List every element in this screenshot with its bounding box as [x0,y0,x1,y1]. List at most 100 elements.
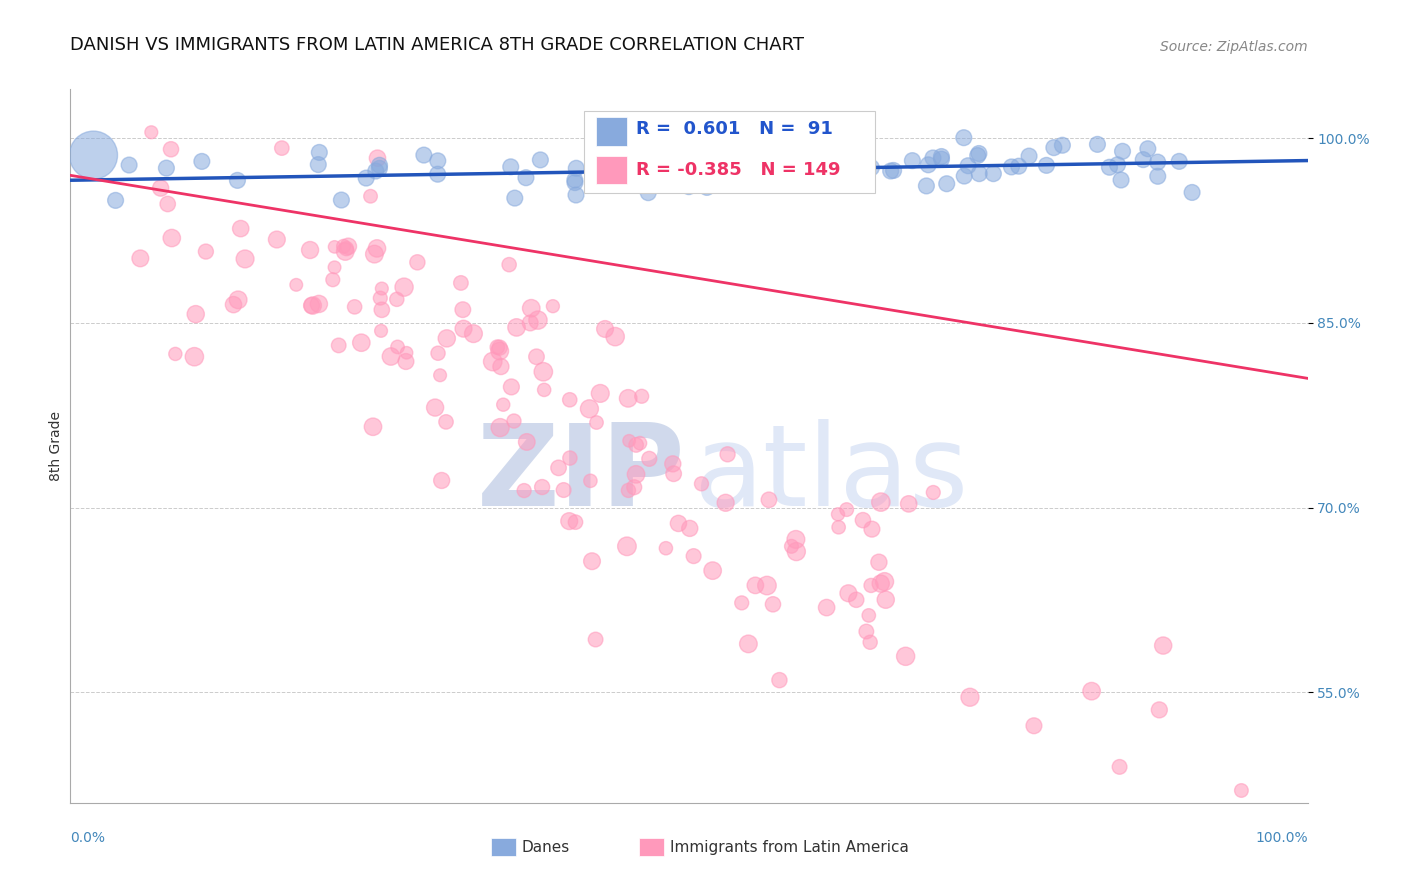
Point [141,125,163,139]
Point [967,167,990,181]
Point [1022,719,1045,733]
Point [387,340,409,354]
Point [453,321,475,335]
Point [759,148,782,162]
Point [513,483,536,498]
Point [931,152,953,166]
Y-axis label: 8th Grade: 8th Grade [49,411,63,481]
Point [529,153,551,167]
Bar [596,118,627,146]
Point [716,447,738,461]
Point [897,497,920,511]
Point [605,329,627,343]
Point [519,316,541,330]
Point [308,297,330,311]
Point [967,146,990,161]
Point [323,240,346,254]
Point [827,156,849,170]
Point [682,549,704,563]
Point [330,193,353,207]
Point [1000,160,1022,174]
Point [837,586,859,600]
Point [860,522,883,536]
Point [285,277,308,292]
Point [1087,137,1109,152]
Point [565,161,588,176]
Point [434,415,457,429]
Point [637,186,659,200]
Point [395,354,418,368]
Point [628,436,651,450]
Point [515,170,537,185]
Point [935,177,957,191]
Point [558,392,581,407]
Bar [640,838,664,856]
Bar [491,838,516,856]
Point [860,578,883,592]
Point [427,346,450,360]
Point [426,167,449,181]
Point [682,140,704,154]
Point [364,164,387,178]
Point [957,159,980,173]
Point [735,160,758,174]
Point [1111,145,1133,159]
Point [875,592,897,607]
Point [360,189,382,203]
Point [366,151,388,165]
Point [966,148,988,162]
Point [609,154,631,169]
Point [714,496,737,510]
Point [617,483,640,498]
Point [392,280,415,294]
Point [335,244,357,259]
Point [489,359,512,374]
Point [564,515,586,529]
Point [679,148,702,162]
Point [731,596,754,610]
Point [630,389,652,403]
Point [1146,169,1168,184]
Point [585,632,607,647]
Point [588,157,610,171]
Point [772,161,794,175]
Point [328,338,350,352]
Point [547,460,569,475]
Point [860,161,883,175]
Point [868,555,890,569]
Point [815,600,838,615]
Point [335,242,357,256]
Point [725,163,748,178]
Point [527,313,550,327]
Point [155,161,177,175]
Point [301,299,323,313]
Point [371,302,394,317]
Point [322,273,344,287]
Point [855,624,877,639]
Point [423,401,446,415]
Point [395,345,418,359]
Point [953,169,976,183]
Text: 100.0%: 100.0% [1256,831,1308,845]
Point [1230,783,1253,797]
Point [678,179,700,194]
Point [1107,158,1129,172]
Point [583,169,606,184]
Point [406,255,429,269]
Point [366,241,388,255]
Point [679,521,702,535]
Point [337,239,360,253]
Point [412,148,434,162]
Point [589,386,612,401]
Point [852,513,875,527]
Point [526,350,548,364]
Text: Immigrants from Latin America: Immigrants from Latin America [671,839,910,855]
Point [503,191,526,205]
Point [229,221,252,235]
Point [503,414,526,428]
Point [436,331,458,345]
Point [671,163,693,178]
Point [983,167,1005,181]
Point [498,258,520,272]
Point [585,416,607,430]
